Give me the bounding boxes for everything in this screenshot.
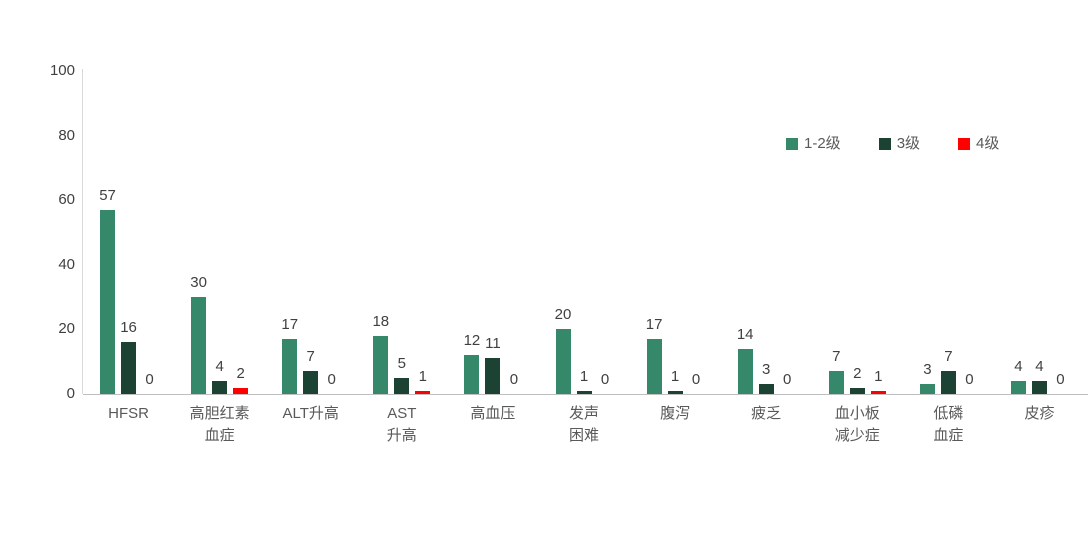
value-label: 12 [463,332,481,350]
bar-3级-HFSR [121,342,137,394]
legend-label: 3级 [896,135,921,152]
category-label: 皮疹 [1024,405,1055,422]
value-label: 0 [600,371,610,388]
legend-swatch-icon [958,138,971,150]
value-label: 17 [281,316,299,334]
value-label: 57 [99,186,116,204]
bar-3级-发声困难 [576,390,592,394]
x-axis-line [83,394,1088,395]
value-label: 0 [691,371,701,388]
value-label: 30 [190,274,207,292]
bar-3级-腹泻 [667,390,683,394]
bar-1-2级-高血压 [464,355,480,394]
y-tick-label: 40 [58,255,75,273]
value-label: 16 [120,319,137,337]
value-label: 0 [327,371,336,388]
value-label: 3 [762,361,771,379]
value-label: 11 [485,335,501,353]
category-label: 疲乏 [751,405,782,422]
legend-item-4级: 4级 [958,136,999,152]
legend-label: 4级 [976,135,1000,152]
value-label: 2 [853,364,862,382]
value-label: 5 [397,354,406,372]
bar-3级-高血压 [485,358,501,394]
value-label: 1 [670,367,680,385]
bar-1-2级-血小板减少症 [828,371,844,394]
bar-3级-低磷血症 [940,371,956,394]
value-label: 0 [783,371,792,388]
bar-1-2级-高胆红素血症 [191,297,207,394]
value-label: 14 [736,325,754,343]
value-label: 0 [509,371,519,388]
value-label: 4 [1035,358,1044,376]
bar-4级-血小板减少症 [870,390,886,394]
value-label: 2 [236,364,245,382]
value-label: 0 [1056,371,1065,388]
bar-4级-AST升高 [415,390,431,394]
bar-1-2级-AST升高 [373,335,389,394]
y-tick-label: 20 [58,320,75,338]
bar-1-2级-低磷血症 [919,384,935,394]
value-label: 7 [306,348,315,366]
value-label: 0 [145,371,154,388]
bar-3级-AST升高 [394,377,410,394]
bar-4级-高胆红素血症 [233,387,249,394]
bar-1-2级-腹泻 [646,339,662,394]
category-label: 腹泻 [660,405,691,422]
legend: 1-2级 3级 4级 [786,136,999,152]
category-label: 高胆红素 血症 [189,405,250,444]
bar-3级-ALT升高 [303,371,319,394]
bar-3级-疲乏 [758,384,774,394]
bar-3级-高胆红素血症 [212,381,228,394]
value-label: 1 [418,367,427,385]
bar-1-2级-皮疹 [1010,381,1026,394]
bar-1-2级-发声困难 [555,329,571,394]
value-label: 1 [874,367,883,385]
value-label: 7 [944,348,953,366]
bar-1-2级-ALT升高 [282,339,298,394]
legend-item-3级: 3级 [878,135,921,152]
y-tick-label: 80 [58,126,75,144]
y-tick-label: 60 [58,191,75,209]
legend-label: 1-2级 [804,135,841,152]
category-label: 高血压 [470,405,516,422]
category-label: ALT升高 [282,405,339,422]
value-label: 18 [372,312,390,330]
value-label: 1 [579,367,589,385]
category-label: AST 升高 [386,405,417,444]
bar-1-2级-疲乏 [737,348,753,394]
value-label: 17 [645,316,663,334]
value-label: 0 [965,371,974,388]
value-label: 7 [832,348,841,366]
value-label: 4 [1014,358,1023,376]
category-label: 发声 困难 [568,405,599,444]
category-label: 血小板 减少症 [834,405,880,444]
value-label: 3 [923,361,932,379]
y-tick-label: 0 [66,385,75,402]
bar-3级-血小板减少症 [849,387,865,394]
category-label: 低磷 血症 [933,405,964,444]
y-tick-label: 100 [49,62,75,79]
legend-item-1-2级: 1-2级 [786,136,841,152]
value-label: 4 [215,358,224,376]
value-label: 20 [554,306,572,324]
category-label: HFSR [108,405,149,422]
legend-swatch-icon [786,138,798,150]
legend-swatch-icon [878,138,891,150]
bar-3级-皮疹 [1031,381,1047,394]
y-axis-line [82,69,83,394]
bar-1-2级-HFSR [100,209,116,394]
